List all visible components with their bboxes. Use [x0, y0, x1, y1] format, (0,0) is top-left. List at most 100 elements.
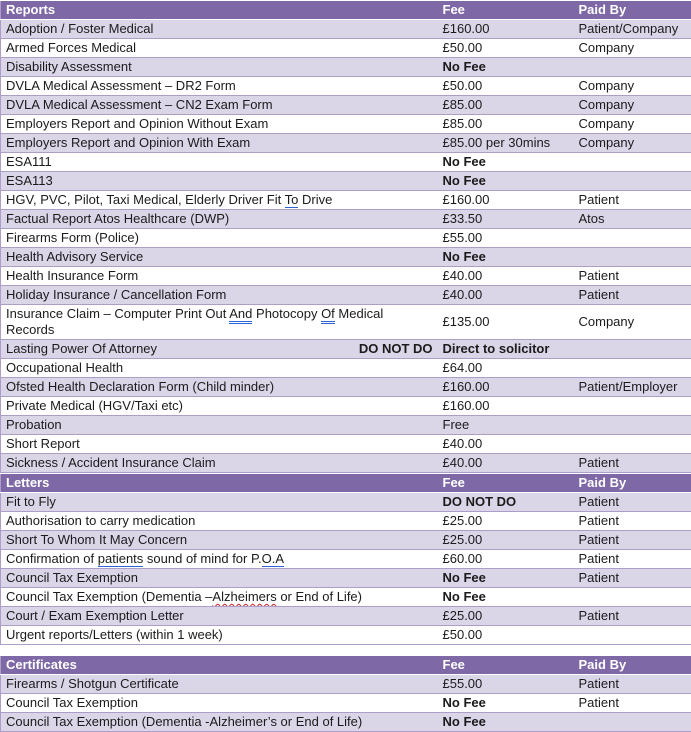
table-row: HGV, PVC, Pilot, Taxi Medical, Elderly D… [1, 191, 691, 210]
fee-cell: £50.00 [438, 77, 574, 96]
service-label: Fit to Fly [6, 494, 56, 509]
service-cell: Council Tax Exemption (Dementia -Alzheim… [1, 713, 438, 732]
paid-by-cell: Patient/Company [574, 20, 691, 39]
service-label: ESA111 [6, 154, 52, 169]
paid-by-cell: Atos [574, 210, 691, 229]
paid-by-cell [574, 248, 691, 267]
paid-by-cell: Patient [574, 454, 691, 473]
table-row: Holiday Insurance / Cancellation Form £40… [1, 286, 691, 305]
fee-cell: £25.00 [438, 607, 574, 626]
table-row: Urgent reports/Letters (within 1 week)£5… [1, 626, 691, 645]
service-label: Firearms / Shotgun Certificate [6, 676, 179, 691]
paid-by-cell: Company [574, 77, 691, 96]
service-label: Short Report [6, 436, 80, 451]
service-cell: Urgent reports/Letters (within 1 week) [1, 626, 438, 645]
fee-cell: £55.00 [438, 229, 574, 248]
service-cell: Employers Report and Opinion With Exam [1, 134, 438, 153]
service-label: DVLA Medical Assessment – DR2 Form [6, 78, 236, 93]
section-header-row: Certificates Fee Paid By [1, 656, 691, 675]
service-cell: Probation [1, 416, 438, 435]
table-row: Council Tax Exemption (Dementia –Alzheim… [1, 588, 691, 607]
service-label: HGV, PVC, Pilot, Taxi Medical, Elderly D… [6, 192, 332, 210]
fee-cell: £135.00 [438, 305, 574, 340]
fee-cell: No Fee [438, 569, 574, 588]
service-cell: ESA113 [1, 172, 438, 191]
grammar-underline-word: O.A [262, 551, 284, 569]
table-row: Confirmation of patients sound of mind f… [1, 550, 691, 569]
fee-cell: £85.00 [438, 115, 574, 134]
table-row: Occupational Health £64.00 [1, 359, 691, 378]
fee-cell: No Fee [438, 694, 574, 713]
section-title-cell: Letters [1, 474, 438, 493]
service-cell: Factual Report Atos Healthcare (DWP) [1, 210, 438, 229]
grammar-underline-word: And [229, 306, 252, 324]
fee-cell: £85.00 [438, 96, 574, 115]
table-row: Sickness / Accident Insurance Claim£40.0… [1, 454, 691, 473]
fee-cell: Free [438, 416, 574, 435]
paid-by-cell [574, 229, 691, 248]
fee-cell: £60.00 [438, 550, 574, 569]
service-cell: Holiday Insurance / Cancellation Form [1, 286, 438, 305]
paid-by-cell: Patient [574, 286, 691, 305]
fee-cell: £85.00 per 30mins [438, 134, 574, 153]
service-cell: Armed Forces Medical [1, 39, 438, 58]
section-title-cell: Certificates [1, 656, 438, 675]
reports-table: Reports Fee Paid By Adoption / Foster Me… [0, 0, 691, 473]
service-cell: Firearms / Shotgun Certificate [1, 675, 438, 694]
paid-by-header-cell: Paid By [574, 656, 691, 675]
service-cell: Short Report [1, 435, 438, 454]
fee-cell: £160.00 [438, 378, 574, 397]
fee-cell: £25.00 [438, 512, 574, 531]
service-label: Armed Forces Medical [6, 40, 136, 55]
service-cell: DVLA Medical Assessment – CN2 Exam Form [1, 96, 438, 115]
paid-by-cell [574, 435, 691, 454]
fee-cell: £64.00 [438, 359, 574, 378]
fee-cell: No Fee [438, 248, 574, 267]
spell-underline-word: Alzheimers [212, 589, 276, 604]
service-label: Ofsted Health Declaration Form (Child mi… [6, 379, 274, 394]
service-label: Factual Report Atos Healthcare (DWP) [6, 211, 229, 226]
paid-by-cell [574, 397, 691, 416]
table-row: Firearms Form (Police) £55.00 [1, 229, 691, 248]
paid-by-cell: Patient [574, 191, 691, 210]
service-label: Occupational Health [6, 360, 123, 375]
fee-cell: £40.00 [438, 286, 574, 305]
fee-cell: £160.00 [438, 191, 574, 210]
fee-cell: £40.00 [438, 435, 574, 454]
service-cell: Council Tax Exemption [1, 694, 438, 713]
service-label: Firearms Form (Police) [6, 230, 139, 245]
paid-by-cell: Company [574, 305, 691, 340]
paid-by-cell: Company [574, 96, 691, 115]
service-cell: Ofsted Health Declaration Form (Child mi… [1, 378, 438, 397]
service-cell: Disability Assessment [1, 58, 438, 77]
service-label: Council Tax Exemption (Dementia –Alzheim… [6, 589, 362, 604]
fee-header-cell: Fee [438, 1, 574, 20]
service-cell: Court / Exam Exemption Letter [1, 607, 438, 626]
paid-by-cell: Company [574, 39, 691, 58]
fee-cell: £33.50 [438, 210, 574, 229]
service-label: Holiday Insurance / Cancellation Form [6, 287, 226, 302]
paid-by-cell [574, 626, 691, 645]
service-label: ESA113 [6, 173, 53, 188]
certificates-table: Certificates Fee Paid By Firearms / Shot… [0, 655, 691, 732]
grammar-underline-word: patients [98, 551, 144, 569]
paid-by-cell: Patient [574, 550, 691, 569]
grammar-underline-word: To [285, 192, 299, 210]
paid-by-cell [574, 416, 691, 435]
table-row: Short Report £40.00 [1, 435, 691, 454]
paid-by-cell: Patient [574, 267, 691, 286]
table-row: Employers Report and Opinion Without Exa… [1, 115, 691, 134]
table-row: DVLA Medical Assessment – CN2 Exam Form£… [1, 96, 691, 115]
paid-by-cell: Company [574, 134, 691, 153]
